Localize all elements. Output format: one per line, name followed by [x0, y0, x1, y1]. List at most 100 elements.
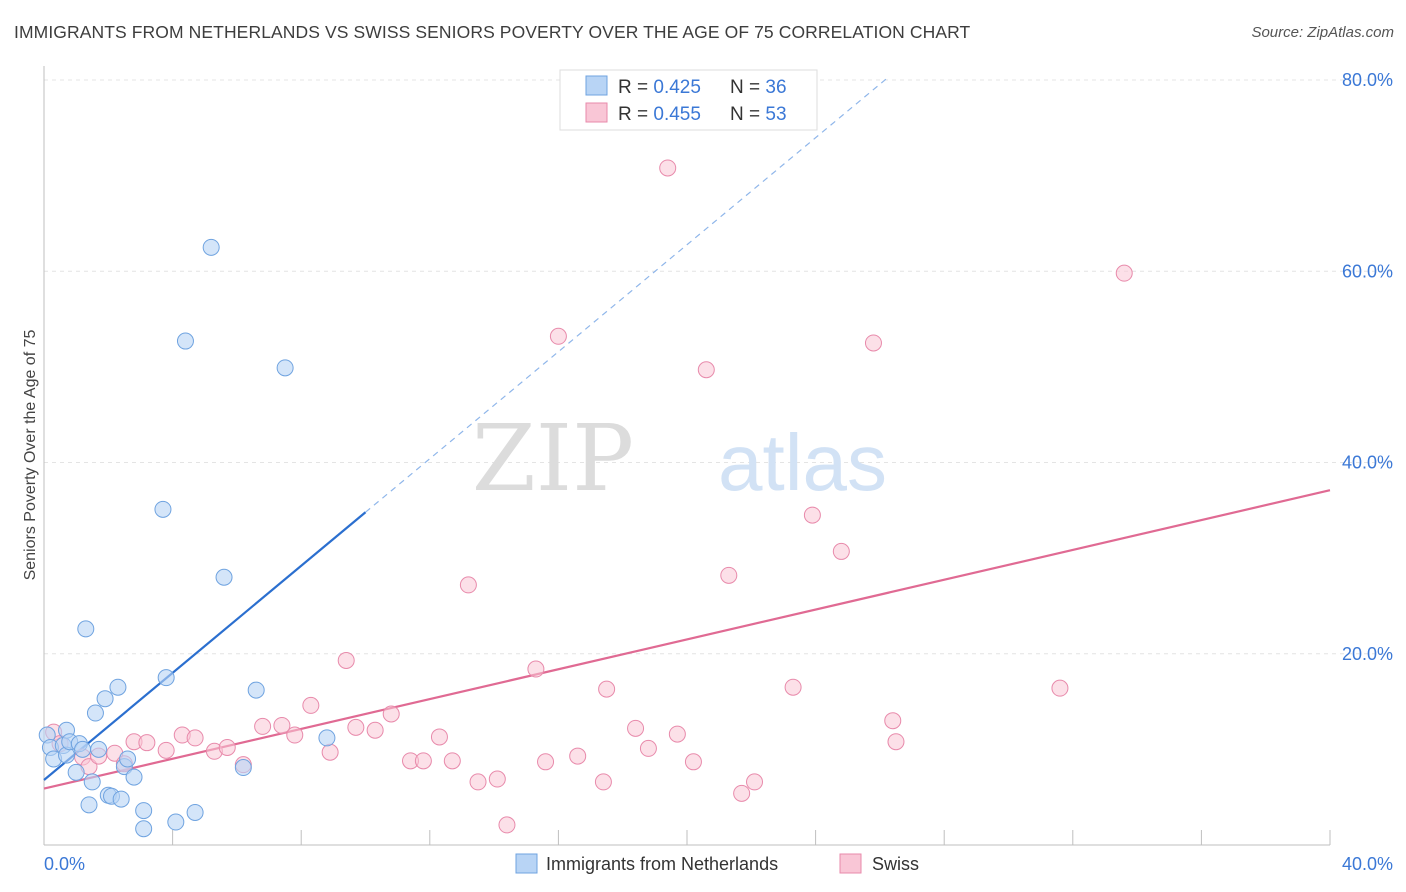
data-point-swiss: [443, 752, 461, 770]
data-point-netherlands: [247, 681, 265, 699]
data-point-swiss: [659, 159, 677, 177]
data-point-netherlands: [67, 763, 85, 781]
data-point-swiss: [887, 733, 905, 751]
legend-swatch-blue: [585, 75, 608, 96]
data-point-swiss: [138, 734, 156, 752]
legend-n-text-1: N =: [730, 77, 765, 98]
data-point-swiss: [1115, 264, 1133, 282]
legend-bottom-swatch-blue: [515, 853, 538, 874]
data-point-netherlands: [74, 740, 92, 758]
legend-n-value-1: 36: [765, 77, 786, 98]
data-point-swiss: [627, 719, 645, 737]
legend-bottom-swatch-pink: [839, 853, 862, 874]
data-point-swiss: [864, 334, 882, 352]
trend-line-swiss: [43, 489, 1331, 790]
data-point-swiss: [1051, 679, 1069, 697]
data-point-netherlands: [109, 678, 127, 696]
legend-r-value-2: 0.455: [653, 104, 701, 125]
data-point-netherlands: [119, 750, 137, 768]
data-point-swiss: [832, 542, 850, 560]
data-point-netherlands: [154, 500, 172, 518]
data-point-netherlands: [96, 690, 114, 708]
y-tick-label: 80.0%: [1342, 70, 1393, 90]
x-tick-label: 0.0%: [44, 854, 85, 874]
legend-n-value-2: 53: [765, 104, 786, 125]
data-point-netherlands: [215, 568, 233, 586]
data-point-swiss: [697, 361, 715, 379]
data-point-netherlands: [80, 796, 98, 814]
legend-r-label-1: R = 0.425: [618, 77, 701, 98]
data-point-netherlands: [186, 803, 204, 821]
legend-bottom-label-swiss: Swiss: [872, 854, 919, 874]
trend-line-netherlands: [43, 511, 367, 781]
data-point-swiss: [784, 678, 802, 696]
legend-bottom: Immigrants from Netherlands Swiss: [515, 853, 919, 874]
data-point-swiss: [286, 726, 304, 744]
data-point-swiss: [639, 739, 657, 757]
legend-n-label-2: N = 53: [730, 104, 787, 125]
data-point-netherlands: [276, 359, 294, 377]
data-point-swiss: [803, 506, 821, 524]
legend-r-text-1: R =: [618, 77, 653, 98]
data-point-swiss: [498, 816, 516, 834]
data-point-swiss: [254, 717, 272, 735]
data-point-swiss: [549, 327, 567, 345]
data-point-swiss: [157, 741, 175, 759]
data-point-netherlands: [77, 620, 95, 638]
data-point-swiss: [347, 718, 365, 736]
legend-top: R = 0.425 N = 36 R = 0.455 N = 53: [559, 69, 818, 131]
legend-n-label-1: N = 36: [730, 77, 787, 98]
trend-lines: [43, 75, 1331, 790]
data-point-netherlands: [112, 790, 130, 808]
data-point-netherlands: [83, 773, 101, 791]
data-point-swiss: [569, 747, 587, 765]
y-tick-label: 60.0%: [1342, 261, 1393, 281]
x-tick-label: 40.0%: [1342, 854, 1393, 874]
data-point-swiss: [321, 743, 339, 761]
chart-title: IMMIGRANTS FROM NETHERLANDS VS SWISS SEN…: [14, 22, 971, 42]
data-point-swiss: [746, 773, 764, 791]
data-point-netherlands: [86, 704, 104, 722]
data-point-swiss: [459, 576, 477, 594]
data-points: [38, 159, 1133, 838]
data-point-swiss: [414, 752, 432, 770]
data-point-swiss: [537, 753, 555, 771]
watermark-zip: ZIP: [472, 405, 634, 512]
data-point-swiss: [273, 716, 291, 734]
data-point-swiss: [302, 696, 320, 714]
data-point-swiss: [733, 784, 751, 802]
data-point-netherlands: [176, 332, 194, 350]
trend-line-netherlands-extension: [365, 75, 890, 513]
watermark-atlas: atlas: [718, 418, 887, 507]
data-point-swiss: [366, 721, 384, 739]
legend-r-value-1: 0.425: [653, 77, 701, 98]
data-point-netherlands: [167, 813, 185, 831]
data-point-netherlands: [157, 669, 175, 687]
y-tick-label: 20.0%: [1342, 644, 1393, 664]
source-label: Source: ZipAtlas.com: [1251, 24, 1394, 41]
data-point-swiss: [668, 725, 686, 743]
legend-n-text-2: N =: [730, 104, 765, 125]
data-point-swiss: [884, 712, 902, 730]
data-point-netherlands: [135, 802, 153, 820]
data-point-swiss: [218, 738, 236, 756]
y-axis-label: Seniors Poverty Over the Age of 75: [22, 330, 39, 581]
data-point-swiss: [720, 566, 738, 584]
data-point-swiss: [382, 705, 400, 723]
axes: [43, 66, 1331, 846]
watermark: ZIP atlas: [472, 405, 887, 512]
data-point-swiss: [488, 770, 506, 788]
data-point-netherlands: [125, 768, 143, 786]
tick-labels: 20.0% 40.0% 60.0% 80.0% 0.0% 40.0%: [44, 70, 1393, 874]
data-point-swiss: [594, 773, 612, 791]
data-point-netherlands: [135, 820, 153, 838]
legend-r-label-2: R = 0.455: [618, 104, 701, 125]
legend-bottom-label-netherlands: Immigrants from Netherlands: [546, 854, 778, 874]
legend-r-text-2: R =: [618, 104, 653, 125]
data-point-netherlands: [234, 759, 252, 777]
data-point-swiss: [469, 773, 487, 791]
data-point-swiss: [337, 651, 355, 669]
grid-lines: [44, 79, 1392, 655]
y-tick-label: 40.0%: [1342, 453, 1393, 473]
